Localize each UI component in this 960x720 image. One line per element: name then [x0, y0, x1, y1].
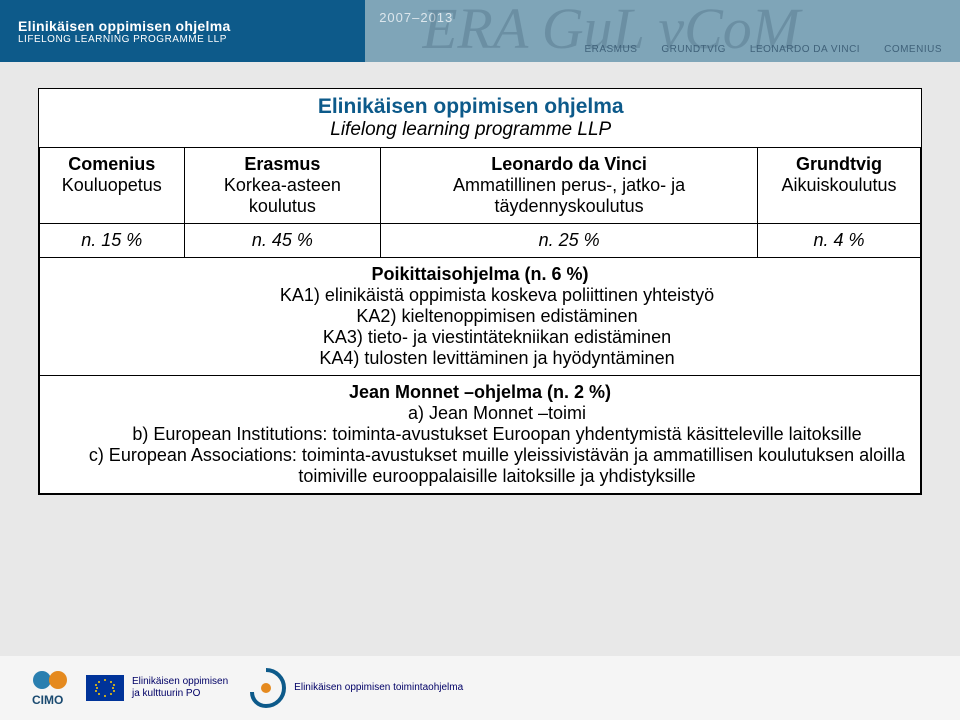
col-name-1: Erasmus — [244, 154, 320, 174]
cimo-logo-icon: CIMO — [28, 668, 76, 708]
pct-0: n. 15 % — [40, 224, 185, 258]
col-name-3: Grundtvig — [796, 154, 882, 174]
col-desc-3: Aikuiskoulutus — [781, 175, 896, 195]
col-name-2: Leonardo da Vinci — [491, 154, 647, 174]
pct-2: n. 25 % — [381, 224, 758, 258]
col-desc-1: Korkea-asteen koulutus — [224, 175, 341, 216]
header-years: 2007–2013 — [379, 10, 453, 25]
transversal-item-1: KA2) kieltenoppimisen edistäminen — [48, 306, 912, 327]
footer-swirl-label: Elinikäisen oppimisen toimintaohjelma — [294, 682, 463, 694]
col-leonardo: Leonardo da Vinci Ammatillinen perus-, j… — [381, 148, 758, 224]
jm-item-1: b) European Institutions: toiminta-avust… — [48, 424, 912, 445]
transversal-item-3: KA4) tulosten levittäminen ja hyödyntämi… — [48, 348, 912, 369]
col-desc-0: Kouluopetus — [62, 175, 162, 195]
main-subtitle: Lifelong learning programme LLP — [192, 119, 749, 141]
pct-1: n. 45 % — [184, 224, 381, 258]
header-bar: Elinikäisen oppimisen ohjelma LIFELONG L… — [0, 0, 960, 62]
footer-bar: CIMO Elinikäisen oppimisen ja kulttuurin… — [0, 656, 960, 720]
main-title: Elinikäisen oppimisen ohjelma — [192, 95, 749, 119]
header-tab-comenius: COMENIUS — [884, 44, 942, 55]
title-row: Elinikäisen oppimisen ohjelma Lifelong l… — [40, 89, 921, 148]
col-comenius: Comenius Kouluopetus — [40, 148, 185, 224]
col-desc-2: Ammatillinen perus-, jatko- ja täydennys… — [453, 175, 685, 216]
header-left: Elinikäisen oppimisen ohjelma LIFELONG L… — [0, 18, 365, 45]
header-title-fi: Elinikäisen oppimisen ohjelma — [18, 18, 365, 34]
col-erasmus: Erasmus Korkea-asteen koulutus — [184, 148, 381, 224]
transversal-row: Poikittaisohjelma (n. 6 %) KA1) elinikäi… — [40, 258, 921, 376]
header-tab-grundtvig: GRUNDTVIG — [661, 44, 726, 55]
header-tabs: ERASMUS GRUNDTVIG LEONARDO DA VINCI COME… — [584, 44, 942, 55]
eu-flag-icon — [86, 675, 124, 701]
header-title-en: LIFELONG LEARNING PROGRAMME LLP — [18, 34, 365, 45]
jm-item-2: c) European Associations: toiminta-avust… — [48, 445, 912, 487]
footer-org-text: Elinikäisen oppimisen ja kulttuurin PO — [132, 676, 228, 700]
jean-monnet-row: Jean Monnet –ohjelma (n. 2 %) a) Jean Mo… — [40, 376, 921, 494]
transversal-item-0: KA1) elinikäistä oppimista koskeva polii… — [48, 285, 912, 306]
transversal-item-2: KA3) tieto- ja viestintätekniikan edistä… — [48, 327, 912, 348]
pct-3: n. 4 % — [757, 224, 920, 258]
jm-heading: Jean Monnet –ohjelma (n. 2 %) — [349, 382, 611, 402]
col-name-0: Comenius — [68, 154, 155, 174]
pct-row: n. 15 % n. 45 % n. 25 % n. 4 % — [40, 224, 921, 258]
main-panel: Elinikäisen oppimisen ohjelma Lifelong l… — [38, 88, 922, 495]
header-tab-leonardo: LEONARDO DA VINCI — [750, 44, 860, 55]
col-grundtvig: Grundtvig Aikuiskoulutus — [757, 148, 920, 224]
transversal-heading: Poikittaisohjelma (n. 6 %) — [371, 264, 588, 284]
llp-swirl-icon — [244, 666, 288, 710]
column-head-row: Comenius Kouluopetus Erasmus Korkea-aste… — [40, 148, 921, 224]
footer-line-1: Elinikäisen oppimisen — [132, 676, 228, 688]
footer-line-2: ja kulttuurin PO — [132, 688, 228, 700]
header-tab-erasmus: ERASMUS — [584, 44, 637, 55]
programme-table: Elinikäisen oppimisen ohjelma Lifelong l… — [39, 89, 921, 494]
jm-item-0: a) Jean Monnet –toimi — [48, 403, 912, 424]
cimo-text: CIMO — [32, 693, 63, 707]
